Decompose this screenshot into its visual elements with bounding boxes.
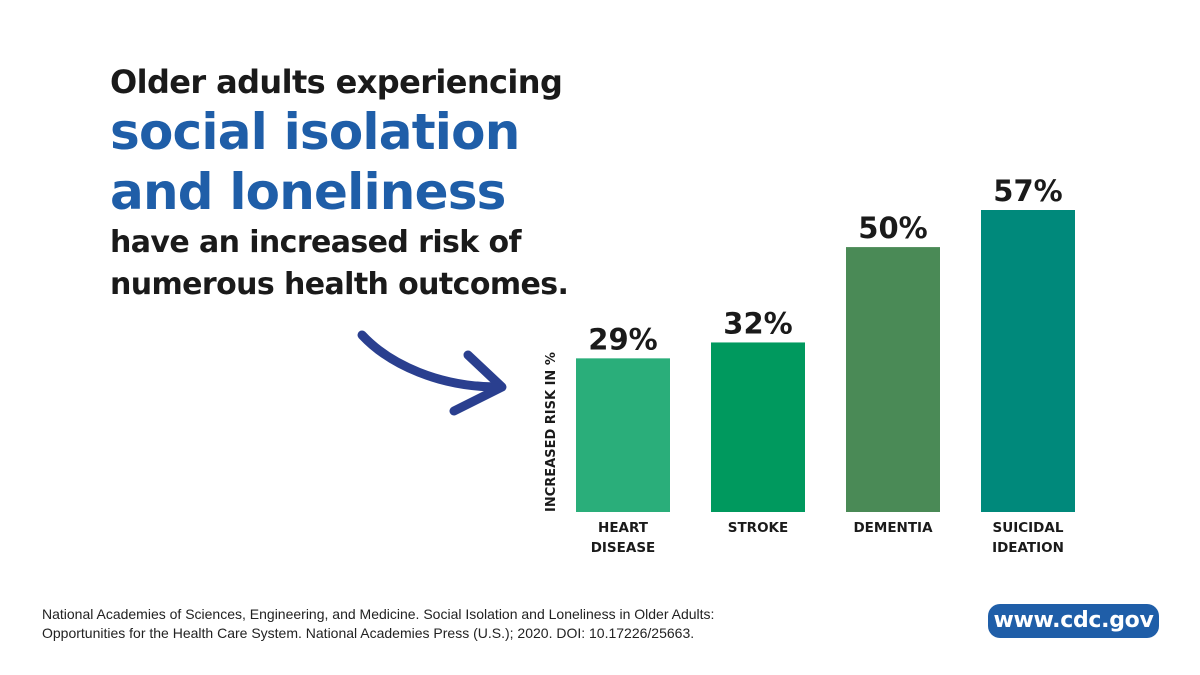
headline: Older adults experiencing social isolati… [110,62,630,306]
bar-3 [981,210,1075,512]
bar-2 [846,247,940,513]
category-label-1-0: STROKE [728,520,789,536]
source-line-2: Opportunities for the Health Care System… [42,625,695,641]
value-label-2: 50% [858,211,927,245]
headline-emphasis-2: and loneliness [110,163,506,221]
category-label-2-0: DEMENTIA [853,520,933,536]
bar-1 [711,342,805,512]
headline-emphasis-1: social isolation [110,103,520,161]
value-label-3: 57% [993,174,1062,208]
headline-line-4: numerous health outcomes. [110,267,569,302]
source-citation: National Academies of Sciences, Engineer… [42,605,714,643]
value-label-0: 29% [588,322,657,356]
source-line-1: National Academies of Sciences, Engineer… [42,606,715,622]
headline-line-1: Older adults experiencing [110,63,563,101]
y-axis-label: INCREASED RISK IN % [544,352,559,512]
category-label-0-0: HEART [598,520,649,536]
bar-0 [576,358,670,512]
category-label-0-1: DISEASE [591,540,656,556]
curved-arrow-icon [357,330,507,416]
category-label-3-1: IDEATION [992,540,1064,556]
headline-line-3: have an increased risk of [110,225,522,260]
value-label-1: 32% [723,306,792,340]
category-label-3-0: SUICIDAL [993,520,1064,536]
website-badge[interactable]: www.cdc.gov [988,604,1159,638]
